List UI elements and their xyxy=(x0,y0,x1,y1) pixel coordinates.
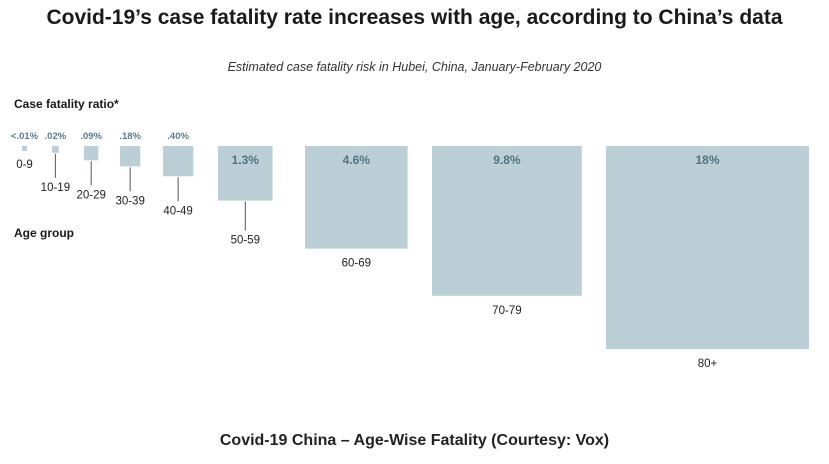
age-label-0-9: 0-9 xyxy=(16,159,33,171)
value-label-60-69: 4.6% xyxy=(343,153,371,167)
value-label-20-29: .09% xyxy=(80,131,102,142)
category-axis-label: Age group xyxy=(14,226,74,240)
value-label-80+: 18% xyxy=(695,153,719,167)
age-label-30-39: 30-39 xyxy=(115,195,144,207)
age-label-60-69: 60-69 xyxy=(342,258,371,270)
bar-20-29 xyxy=(84,146,99,161)
age-label-40-49: 40-49 xyxy=(163,205,192,217)
bar-70-79 xyxy=(432,146,582,296)
chart-subtitle: Estimated case fatality risk in Hubei, C… xyxy=(227,60,602,74)
bar-80+ xyxy=(606,146,809,349)
bar-40-49 xyxy=(163,146,194,177)
age-label-80+: 80+ xyxy=(698,358,718,370)
bar-50-59 xyxy=(218,146,273,201)
chart-title: Covid-19’s case fatality rate increases … xyxy=(46,6,783,29)
bar-0-9 xyxy=(22,146,27,151)
bar-30-39 xyxy=(120,146,141,167)
bar-10-19 xyxy=(52,146,59,153)
value-label-70-79: 9.8% xyxy=(493,153,521,167)
value-label-0-9: <.01% xyxy=(11,131,39,142)
figure-caption: Covid-19 China – Age-Wise Fatality (Cour… xyxy=(219,432,610,449)
fatality-chart: <.01% 0-9 .02% 10-19 .09% 20-29 .18% 30-39 .40% 4… xyxy=(11,131,809,370)
value-axis-label: Case fatality ratio* xyxy=(14,97,119,111)
value-label-30-39: .18% xyxy=(119,131,141,142)
bar-60-69 xyxy=(305,146,408,249)
value-label-50-59: 1.3% xyxy=(232,153,260,167)
value-label-10-19: .02% xyxy=(45,131,67,142)
age-label-50-59: 50-59 xyxy=(231,235,260,247)
age-label-20-29: 20-29 xyxy=(76,189,105,201)
age-label-10-19: 10-19 xyxy=(41,182,70,194)
age-label-70-79: 70-79 xyxy=(492,305,521,317)
value-label-40-49: .40% xyxy=(167,131,189,142)
